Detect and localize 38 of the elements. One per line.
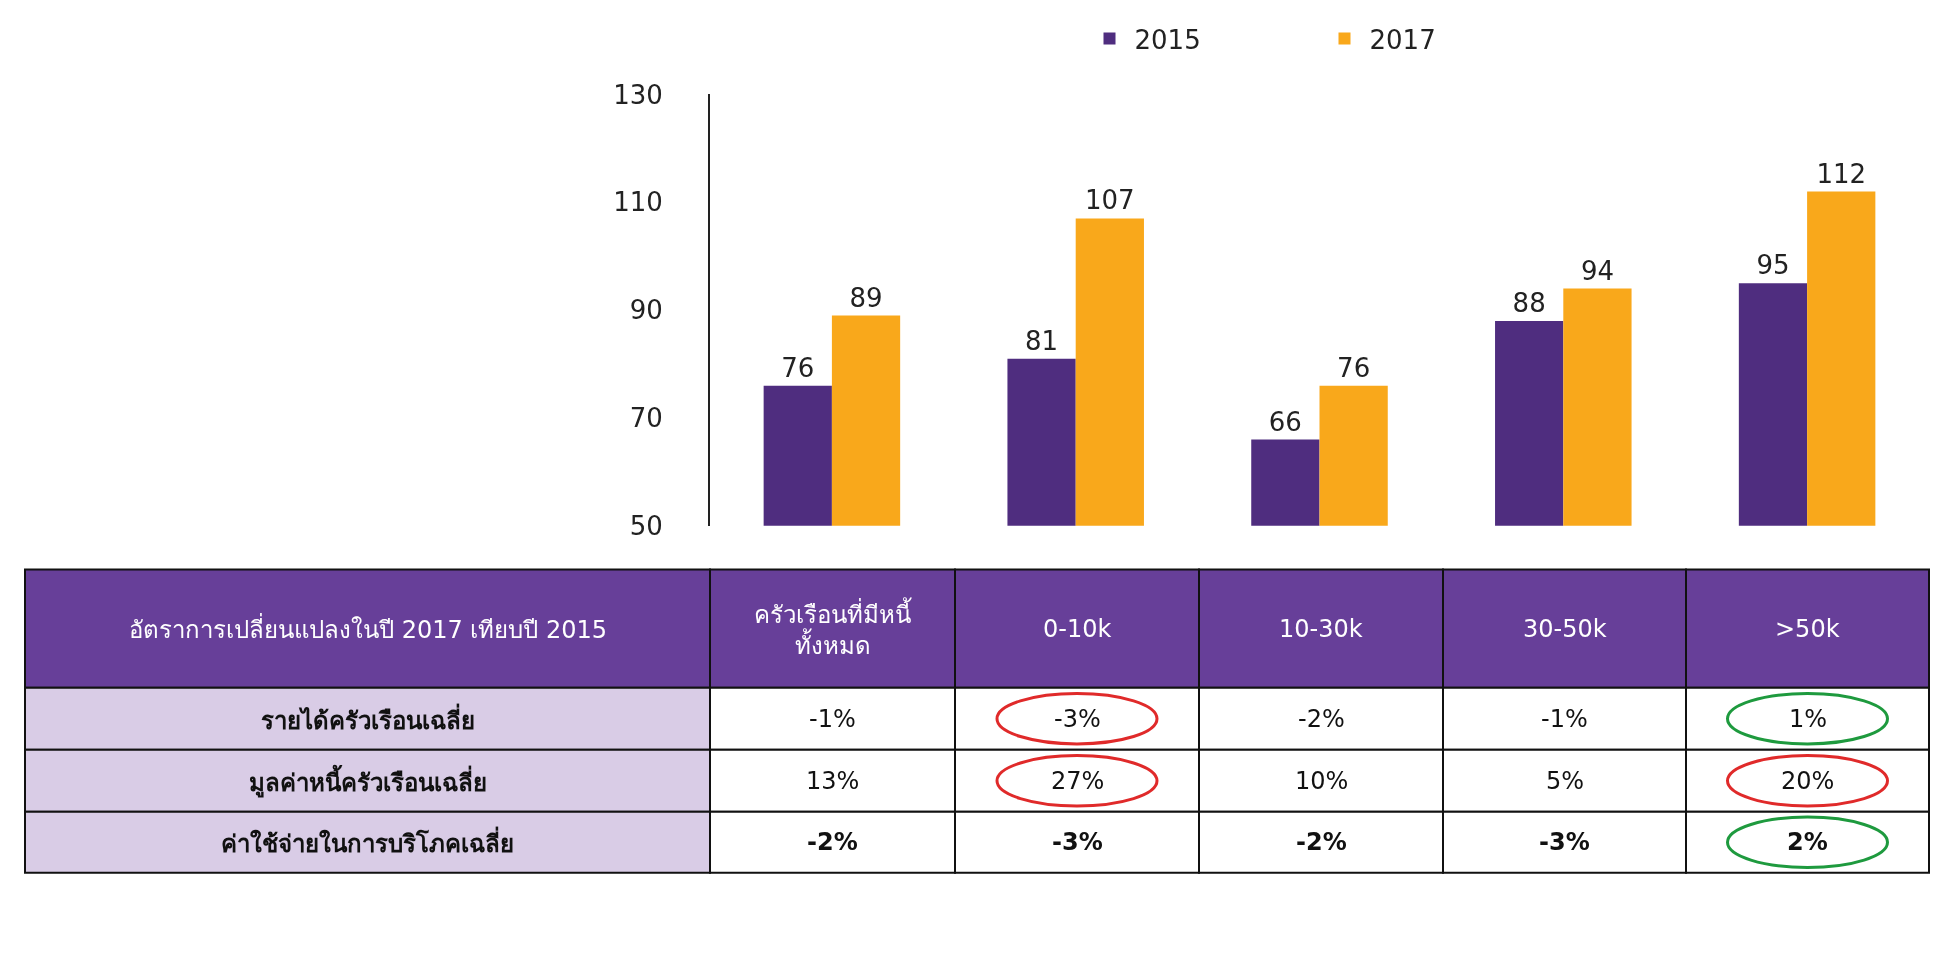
text: 2% (1787, 828, 1828, 856)
category-label: >50k (1775, 615, 1840, 643)
y-tick-label: 90 (629, 295, 663, 326)
category-label: ครัวเรือนที่มีหนี้ ทั้งหมด (754, 597, 912, 661)
text: -1% (809, 705, 856, 733)
y-tick-label: 50 (629, 510, 663, 541)
text: -3% (1054, 705, 1101, 733)
y-tick-label: 130 (613, 79, 663, 110)
data-label: 66 (1268, 406, 1302, 437)
text: 27% (1051, 767, 1105, 795)
category-label: 10-30k (1279, 615, 1363, 643)
data-label: 89 (849, 282, 883, 313)
text: -3% (1052, 828, 1103, 856)
text: -1% (1541, 705, 1588, 733)
category-label: 30-50k (1523, 615, 1607, 643)
data-label: 88 (1512, 287, 1546, 318)
text: อัตราการเปลี่ยนแปลงในปี 2017 เทียบปี 2015 (129, 613, 608, 644)
legend-label: 2017 (1369, 24, 1436, 55)
data-label: 94 (1580, 255, 1614, 286)
text: -2% (1298, 705, 1345, 733)
text: 13% (806, 767, 860, 795)
data-label: 81 (1025, 325, 1059, 356)
text: 20% (1781, 767, 1835, 795)
data-label: 112 (1816, 158, 1867, 189)
data-label: 76 (1337, 352, 1371, 383)
text: -2% (1296, 828, 1347, 856)
text: 10% (1295, 767, 1349, 795)
data-label: 76 (781, 352, 815, 383)
data-label: 95 (1756, 250, 1790, 281)
text: -2% (807, 828, 858, 856)
text: 5% (1546, 767, 1585, 795)
y-tick-label: 110 (613, 187, 663, 218)
data-label: 107 (1085, 185, 1135, 216)
legend-label: 2015 (1134, 24, 1201, 55)
text: -3% (1539, 828, 1590, 856)
text: 1% (1789, 705, 1828, 733)
y-tick-label: 70 (629, 403, 663, 434)
category-label: 0-10k (1043, 615, 1112, 643)
